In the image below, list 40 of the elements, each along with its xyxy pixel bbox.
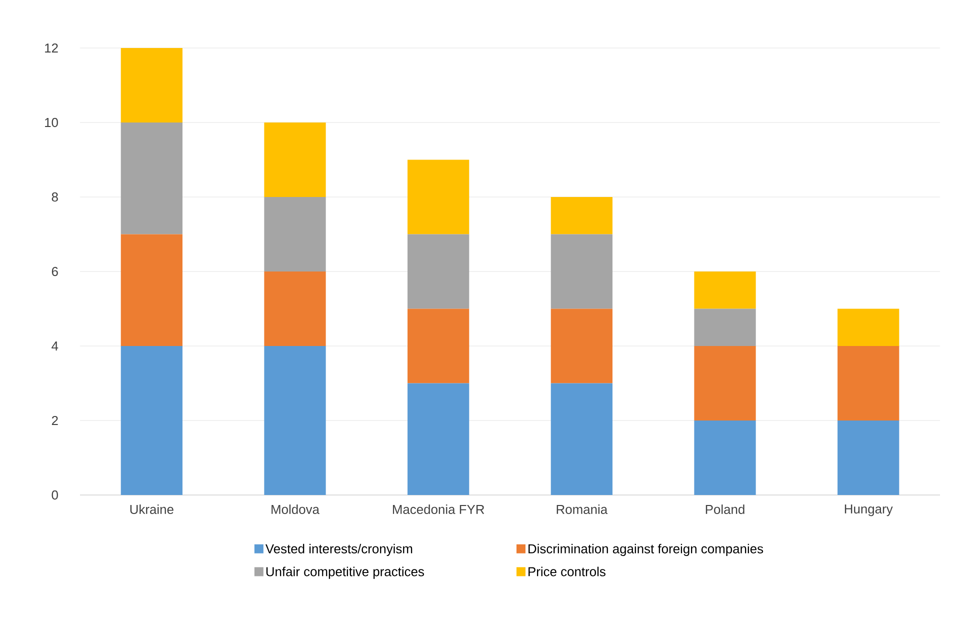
bar	[120, 122, 182, 234]
bar	[264, 271, 326, 346]
x-tick-label: Romania	[556, 504, 608, 514]
legend-label: Discrimination against foreign companies	[528, 544, 764, 556]
bar	[550, 196, 612, 234]
bar	[550, 383, 612, 495]
bar	[120, 234, 182, 346]
x-tick-label: Poland	[706, 504, 744, 514]
bar	[264, 346, 326, 495]
y-tick-label: 0	[52, 490, 58, 500]
bar	[408, 308, 470, 384]
bar	[408, 234, 470, 309]
bar	[408, 383, 470, 495]
bar	[838, 420, 900, 495]
y-tick-label: 2	[52, 416, 58, 426]
bar	[694, 420, 756, 495]
x-tick-label: Hungary	[844, 504, 893, 516]
bar	[408, 160, 470, 234]
bar	[264, 122, 326, 197]
y-tick-label: 8	[52, 192, 58, 202]
y-tick-label: 6	[52, 266, 58, 276]
bar	[838, 346, 900, 420]
x-tick-label: Moldova	[272, 504, 320, 514]
bar	[694, 346, 756, 420]
bar	[550, 234, 612, 309]
bar	[550, 308, 612, 384]
bar	[264, 196, 326, 272]
bar	[694, 271, 756, 309]
legend-label: Unfair competitive practices	[266, 566, 424, 579]
bar	[838, 308, 900, 346]
y-tick-label: 10	[45, 118, 58, 128]
x-tick-label: Ukraine	[130, 504, 174, 514]
legend-label: Vested interests/cronyism	[265, 544, 412, 556]
y-tick-label: 12	[45, 43, 58, 53]
y-tick-label: 4	[52, 342, 58, 350]
x-tick-label: Macedonia FYR	[392, 504, 484, 514]
bar	[120, 346, 182, 495]
bar	[694, 308, 756, 346]
legend-label: Price controls	[528, 566, 606, 576]
bar	[120, 48, 182, 122]
